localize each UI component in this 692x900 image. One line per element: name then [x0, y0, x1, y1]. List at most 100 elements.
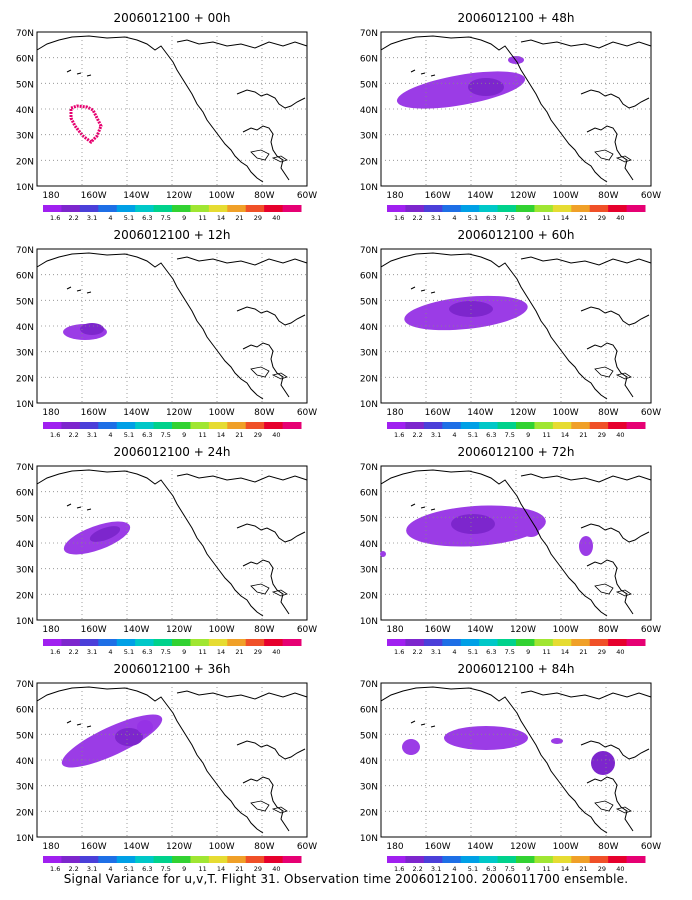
- lat-tick-label: 20N: [16, 157, 34, 167]
- lat-tick-label: 20N: [16, 808, 34, 818]
- colorbar-segment: [116, 205, 136, 212]
- signal-area: [551, 738, 563, 744]
- colorbar-segment: [98, 205, 118, 212]
- colorbar-level-label: 9: [182, 431, 186, 439]
- colorbar-segment: [608, 639, 628, 646]
- colorbar-level-label: 1.6: [50, 865, 60, 873]
- colorbar-segment: [589, 639, 609, 646]
- lon-tick-label: 180: [42, 625, 59, 635]
- colorbar-segment: [190, 205, 210, 212]
- lat-tick-label: 10N: [16, 617, 34, 627]
- colorbar-level-label: 2.2: [412, 214, 422, 222]
- colorbar-level-label: 11: [543, 431, 551, 439]
- lat-tick-label: 50N: [360, 514, 378, 524]
- lat-tick-label: 60N: [16, 489, 34, 499]
- panel-title: 2006012100 + 36h: [114, 662, 231, 676]
- panel-title: 2006012100 + 24h: [114, 445, 231, 459]
- colorbar-segment: [116, 856, 136, 863]
- colorbar-segment: [608, 205, 628, 212]
- lon-tick-label: 180: [42, 408, 59, 418]
- lon-tick-label: 60W: [297, 625, 317, 635]
- lon-tick-label: 60W: [641, 842, 661, 852]
- colorbar-level-label: 4: [452, 214, 456, 222]
- lat-tick-label: 20N: [16, 591, 34, 601]
- colorbar-level-label: 11: [543, 648, 551, 656]
- signal-area: [80, 323, 104, 335]
- lat-tick-label: 10N: [16, 400, 34, 410]
- lon-tick-label: 100W: [209, 191, 235, 201]
- panel-title: 2006012100 + 00h: [114, 11, 231, 25]
- colorbar-segment: [282, 422, 302, 429]
- lat-tick-label: 20N: [360, 591, 378, 601]
- colorbar-segment: [442, 422, 462, 429]
- colorbar-level-label: 3.1: [87, 865, 97, 873]
- colorbar-level-label: 6.3: [142, 431, 152, 439]
- colorbar-segment: [43, 639, 62, 646]
- colorbar-level-label: 1.6: [394, 865, 404, 873]
- colorbar-level-label: 6.3: [486, 865, 496, 873]
- panel-title: 2006012100 + 72h: [458, 445, 575, 459]
- lon-tick-label: 80W: [254, 408, 274, 418]
- colorbar-segment: [497, 205, 517, 212]
- lon-tick-label: 140W: [123, 625, 149, 635]
- colorbar-level-label: 14: [217, 648, 225, 656]
- lat-tick-label: 40N: [360, 106, 378, 116]
- lon-tick-label: 60W: [297, 408, 317, 418]
- colorbar-level-label: 11: [199, 865, 207, 873]
- colorbar-level-label: 40: [272, 648, 280, 656]
- colorbar-segment: [626, 205, 646, 212]
- lon-tick-label: 80W: [254, 191, 274, 201]
- colorbar-level-label: 14: [561, 214, 569, 222]
- colorbar-level-label: 6.3: [486, 214, 496, 222]
- colorbar-segment: [61, 205, 81, 212]
- signal-area: [115, 728, 143, 746]
- colorbar-segment: [135, 205, 155, 212]
- lat-tick-label: 70N: [16, 246, 34, 256]
- lat-tick-label: 70N: [16, 29, 34, 39]
- colorbar-segment: [264, 856, 284, 863]
- colorbar-level-label: 29: [598, 648, 606, 656]
- colorbar-segment: [571, 205, 591, 212]
- colorbar-level-label: 40: [616, 214, 624, 222]
- colorbar-level-label: 5.1: [124, 648, 134, 656]
- colorbar-segment: [245, 205, 265, 212]
- lon-tick-label: 80W: [598, 408, 618, 418]
- colorbar-level-label: 21: [235, 865, 243, 873]
- lat-tick-label: 40N: [360, 757, 378, 767]
- lat-tick-label: 50N: [360, 80, 378, 90]
- lon-tick-label: 160W: [425, 408, 451, 418]
- lon-tick-label: 120W: [166, 408, 192, 418]
- colorbar-segment: [172, 205, 191, 212]
- colorbar-level-label: 11: [199, 648, 207, 656]
- lat-tick-label: 40N: [16, 323, 34, 333]
- panel-title: 2006012100 + 84h: [458, 662, 575, 676]
- lon-tick-label: 140W: [123, 408, 149, 418]
- colorbar-level-label: 1.6: [50, 214, 60, 222]
- lat-tick-label: 60N: [16, 272, 34, 282]
- colorbar-level-label: 6.3: [142, 648, 152, 656]
- colorbar-level-label: 2.2: [412, 431, 422, 439]
- lat-tick-label: 70N: [360, 680, 378, 690]
- lat-tick-label: 70N: [360, 463, 378, 473]
- lon-tick-label: 120W: [510, 408, 536, 418]
- lat-tick-label: 40N: [16, 540, 34, 550]
- lon-tick-label: 160W: [81, 408, 107, 418]
- lon-tick-label: 180: [386, 408, 403, 418]
- lat-tick-label: 70N: [16, 680, 34, 690]
- colorbar-segment: [208, 422, 228, 429]
- colorbar-segment: [208, 856, 228, 863]
- colorbar-segment: [264, 639, 284, 646]
- lon-tick-label: 60W: [641, 408, 661, 418]
- map-panel: 2006012100 + 84h 70N 60N 50N 40N 30N 20N 10N 180…: [360, 662, 661, 873]
- colorbar-segment: [227, 639, 247, 646]
- lon-tick-label: 100W: [553, 408, 579, 418]
- lon-tick-label: 80W: [254, 625, 274, 635]
- colorbar-level-label: 2.2: [68, 648, 78, 656]
- colorbar-level-label: 5.1: [124, 214, 134, 222]
- panel-title: 2006012100 + 60h: [458, 228, 575, 242]
- map-panel: 2006012100 + 72h 70N 60N 50N 40N 30N 20N 10N 180…: [360, 445, 661, 656]
- colorbar-level-label: 7.5: [505, 431, 515, 439]
- colorbar-segment: [589, 205, 609, 212]
- colorbar-segment: [153, 856, 173, 863]
- lat-tick-label: 30N: [360, 132, 378, 142]
